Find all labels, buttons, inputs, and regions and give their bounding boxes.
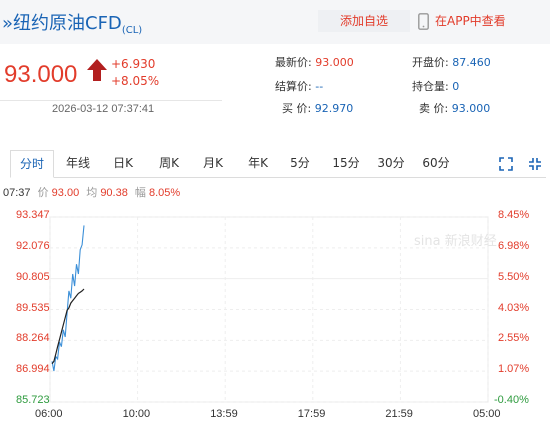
cursor-amp-label: 幅 bbox=[134, 187, 146, 199]
open-interest-label: 持仓量: bbox=[412, 80, 449, 93]
latest-price-label: 最新价: bbox=[275, 56, 312, 69]
quote-timestamp: 2026-03-12 07:37:41 bbox=[52, 103, 155, 115]
avg-line bbox=[51, 288, 85, 365]
bid-price-label: 买 价: bbox=[282, 102, 312, 115]
watermark-text: sina 新浪财经 bbox=[414, 233, 497, 249]
x-tick-label: 10:00 bbox=[122, 408, 151, 420]
ask-price-field: 卖 价: 93.000 bbox=[419, 100, 490, 116]
x-tick-label: 21:59 bbox=[385, 408, 413, 420]
open-price-label: 开盘价: bbox=[412, 56, 449, 69]
up-arrow-icon bbox=[87, 59, 107, 81]
y-tick-label: 93.347 bbox=[16, 209, 50, 221]
y-tick-label: 92.076 bbox=[16, 239, 50, 252]
y-pct-tick-label: -0.40% bbox=[494, 394, 529, 406]
tab-5min[interactable]: 5分 bbox=[290, 156, 310, 170]
open-price-field: 开盘价: 87.460 bbox=[412, 54, 491, 70]
x-tick-label: 13:59 bbox=[210, 408, 238, 420]
cursor-avg: 90.38 bbox=[100, 187, 128, 199]
divider bbox=[0, 100, 222, 101]
add-favorite-button[interactable]: 添加自选 bbox=[318, 10, 410, 32]
y-pct-tick-label: 5.50% bbox=[498, 270, 530, 283]
instrument-code: (CL) bbox=[121, 25, 143, 36]
price-change: +6.930 bbox=[111, 57, 156, 71]
y-pct-tick-label: 6.98% bbox=[498, 239, 530, 252]
y-tick-label: 88.264 bbox=[16, 332, 50, 345]
y-pct-tick-label: 2.55% bbox=[498, 332, 530, 345]
tab-60min[interactable]: 60分 bbox=[422, 156, 450, 170]
collapse-icon[interactable] bbox=[528, 157, 542, 171]
ask-price-label: 卖 价: bbox=[419, 102, 449, 115]
open-in-app-link[interactable]: 在APP中查看 bbox=[418, 10, 506, 32]
x-tick-label: 05:00 bbox=[473, 408, 501, 420]
open-price-value: 87.460 bbox=[452, 56, 491, 69]
cursor-info-line: 07:37 价 93.00 均 90.38 幅 8.05% bbox=[3, 184, 180, 200]
cursor-amp: 8.05% bbox=[148, 187, 181, 199]
cursor-price: 93.00 bbox=[51, 187, 80, 199]
cursor-time: 07:37 bbox=[3, 187, 31, 199]
y-tick-label: 86.994 bbox=[16, 363, 50, 376]
ask-price-value: 93.000 bbox=[451, 102, 491, 115]
header-bar: »纽约原油CFD(CL) 添加自选 在APP中查看 bbox=[0, 0, 550, 44]
current-price: 93.000 bbox=[4, 61, 78, 88]
bid-price-value: 92.970 bbox=[314, 102, 354, 115]
y-tick-label: 85.723 bbox=[16, 394, 50, 406]
latest-price-value: 93.000 bbox=[315, 56, 354, 69]
cursor-price-label: 价 bbox=[37, 187, 49, 199]
intraday-chart[interactable]: sina 新浪财经 bbox=[0, 200, 550, 410]
fullscreen-icon[interactable] bbox=[499, 157, 513, 171]
price-change-block: +6.930 +8.05% bbox=[111, 56, 159, 90]
chart-period-tabs: 分时 年线 日K 周K 月K 年K 5分 15分 30分 60分 bbox=[10, 150, 546, 178]
y-tick-label: 90.805 bbox=[16, 270, 50, 283]
y-pct-tick-label: 4.03% bbox=[498, 301, 530, 314]
y-pct-tick-label: 8.45% bbox=[498, 209, 530, 221]
latest-price-field: 最新价: 93.000 bbox=[275, 54, 354, 70]
tab-daily-k[interactable]: 日K bbox=[113, 156, 133, 170]
tab-weekly-k[interactable]: 周K bbox=[159, 156, 179, 170]
x-tick-label: 17:59 bbox=[297, 408, 326, 420]
tab-30min[interactable]: 30分 bbox=[377, 156, 405, 170]
tab-year-line[interactable]: 年线 bbox=[65, 156, 90, 170]
tab-yearly-k[interactable]: 年K bbox=[248, 156, 268, 170]
open-in-app-label: 在APP中查看 bbox=[435, 14, 506, 28]
cursor-avg-label: 均 bbox=[86, 187, 98, 199]
settle-price-value: -- bbox=[315, 80, 324, 93]
tab-monthly-k[interactable]: 月K bbox=[203, 156, 223, 170]
tab-intraday[interactable]: 分时 bbox=[10, 150, 54, 178]
instrument-name: 纽约原油CFD bbox=[13, 13, 122, 34]
open-interest-field: 持仓量: 0 bbox=[412, 78, 459, 94]
open-interest-value: 0 bbox=[452, 80, 460, 93]
instrument-title: »纽约原油CFD(CL) bbox=[2, 9, 142, 36]
price-change-pct: +8.05% bbox=[111, 74, 160, 88]
settle-price-field: 结算价: -- bbox=[275, 78, 323, 94]
y-tick-label: 89.535 bbox=[16, 301, 50, 314]
price-line bbox=[51, 225, 85, 372]
settle-price-label: 结算价: bbox=[275, 80, 312, 93]
title-chevron-icon: » bbox=[2, 13, 14, 34]
tab-15min[interactable]: 15分 bbox=[332, 156, 360, 170]
y-pct-tick-label: 1.07% bbox=[498, 363, 530, 376]
x-tick-label: 06:00 bbox=[35, 408, 63, 420]
bid-price-field: 买 价: 92.970 bbox=[282, 100, 353, 116]
phone-icon bbox=[418, 13, 429, 30]
